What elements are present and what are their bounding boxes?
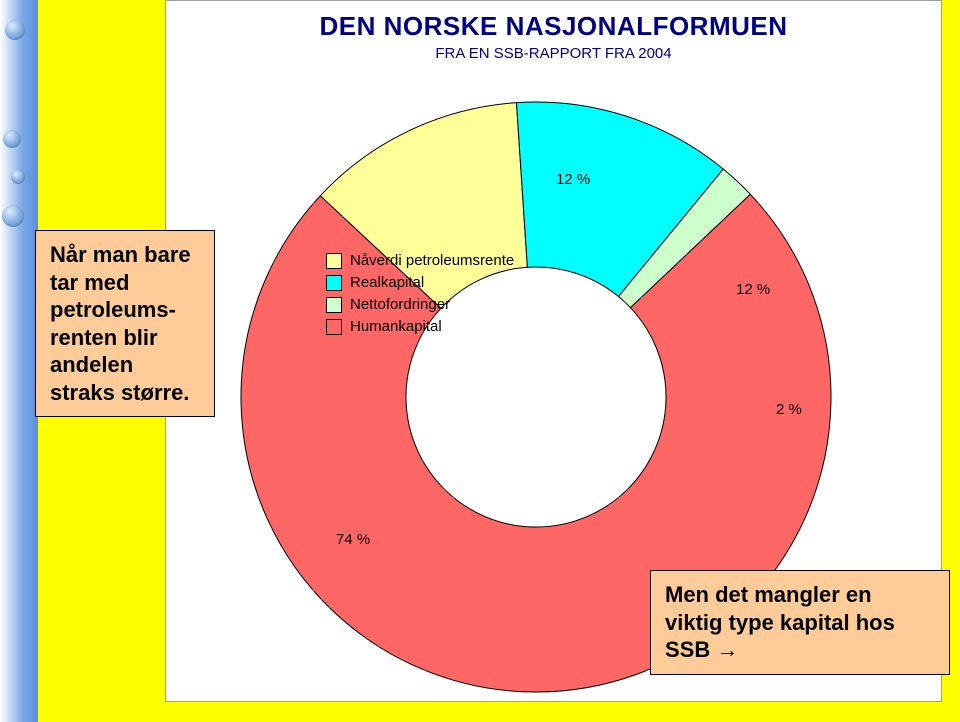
pct-label-realkapital: 12 % xyxy=(736,281,770,298)
callout-right-text: Men det mangler en viktig type kapital h… xyxy=(665,582,895,662)
legend-item: Realkapital xyxy=(326,274,546,291)
left-gradient-bar xyxy=(0,0,38,722)
callout-left-text: Når man bare tar med petroleums-renten b… xyxy=(50,242,191,405)
legend-label: Nettofordringer xyxy=(350,296,450,313)
legend: Nåverdi petroleumsrente Realkapital Nett… xyxy=(326,247,546,340)
callout-left: Når man bare tar med petroleums-renten b… xyxy=(35,230,215,417)
legend-swatch xyxy=(326,297,342,313)
legend-label: Nåverdi petroleumsrente xyxy=(350,252,514,269)
legend-item: Humankapital xyxy=(326,318,546,335)
legend-swatch xyxy=(326,275,342,291)
pct-label-petroleumsrente: 12 % xyxy=(556,171,590,188)
bubble-icon xyxy=(5,20,25,40)
legend-item: Nåverdi petroleumsrente xyxy=(326,252,546,269)
legend-item: Nettofordringer xyxy=(326,296,546,313)
pct-label-nettofordringer: 2 % xyxy=(776,401,802,418)
bubble-icon xyxy=(3,130,21,148)
callout-right: Men det mangler en viktig type kapital h… xyxy=(650,570,950,675)
legend-swatch xyxy=(326,319,342,335)
chart-title: DEN NORSKE NASJONALFORMUEN xyxy=(166,11,941,42)
arrow-right-icon: → xyxy=(716,637,738,662)
pct-label-humankapital: 74 % xyxy=(336,531,370,548)
bubble-icon xyxy=(11,170,25,184)
slide: DEN NORSKE NASJONALFORMUEN FRA EN SSB-RA… xyxy=(0,0,960,722)
chart-subtitle: FRA EN SSB-RAPPORT FRA 2004 xyxy=(166,45,941,62)
legend-label: Realkapital xyxy=(350,274,424,291)
bubble-icon xyxy=(2,205,24,227)
legend-swatch xyxy=(326,253,342,269)
legend-label: Humankapital xyxy=(350,318,442,335)
